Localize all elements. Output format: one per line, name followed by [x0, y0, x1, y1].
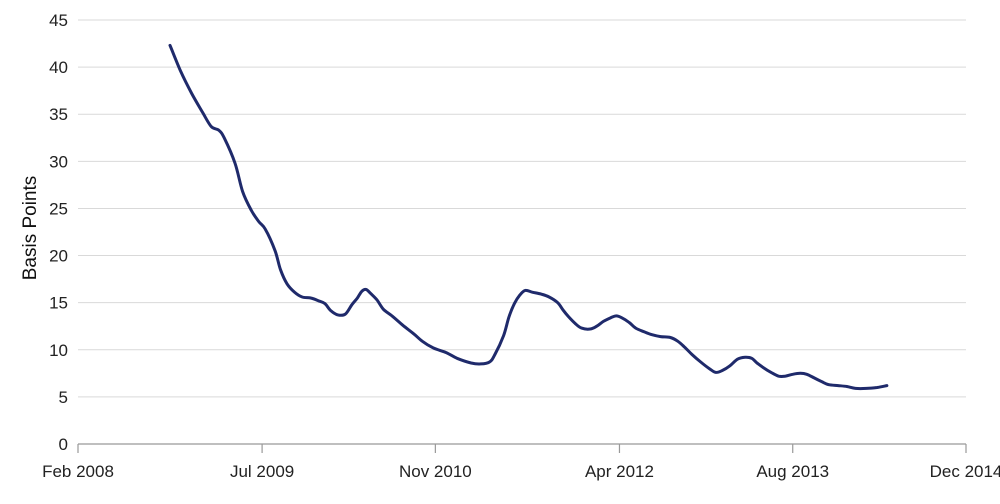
- series-line-basis-points: [168, 43, 889, 391]
- gridlines: [78, 19, 966, 398]
- y-tick-label: 35: [49, 105, 68, 124]
- x-tick-labels: Feb 2008 Jul 2009 Nov 2010 Apr 2012 Aug 2013…: [42, 462, 1000, 481]
- y-tick-label: 45: [49, 11, 68, 30]
- x-tick-label: Aug 2013: [756, 462, 829, 481]
- x-tick-label: Dec 2014: [930, 462, 1000, 481]
- y-tick-label: 10: [49, 341, 68, 360]
- x-tick-label: Apr 2012: [585, 462, 654, 481]
- y-tick-label: 40: [49, 58, 68, 77]
- x-tick-label: Jul 2009: [230, 462, 294, 481]
- y-tick-label: 5: [59, 388, 68, 407]
- y-tick-labels: 0 5 10 15 20 25 30 35 40 45: [49, 11, 68, 454]
- y-tick-label: 15: [49, 294, 68, 313]
- axes: [77, 443, 967, 453]
- y-tick-label: 20: [49, 247, 68, 266]
- series-layer: [168, 43, 889, 391]
- y-axis-label: Basis Points: [20, 176, 41, 281]
- x-tick-label: Nov 2010: [399, 462, 472, 481]
- y-tick-label: 25: [49, 199, 68, 218]
- y-tick-label: 0: [59, 435, 68, 454]
- x-tick-label: Feb 2008: [42, 462, 114, 481]
- y-tick-label: 30: [49, 152, 68, 171]
